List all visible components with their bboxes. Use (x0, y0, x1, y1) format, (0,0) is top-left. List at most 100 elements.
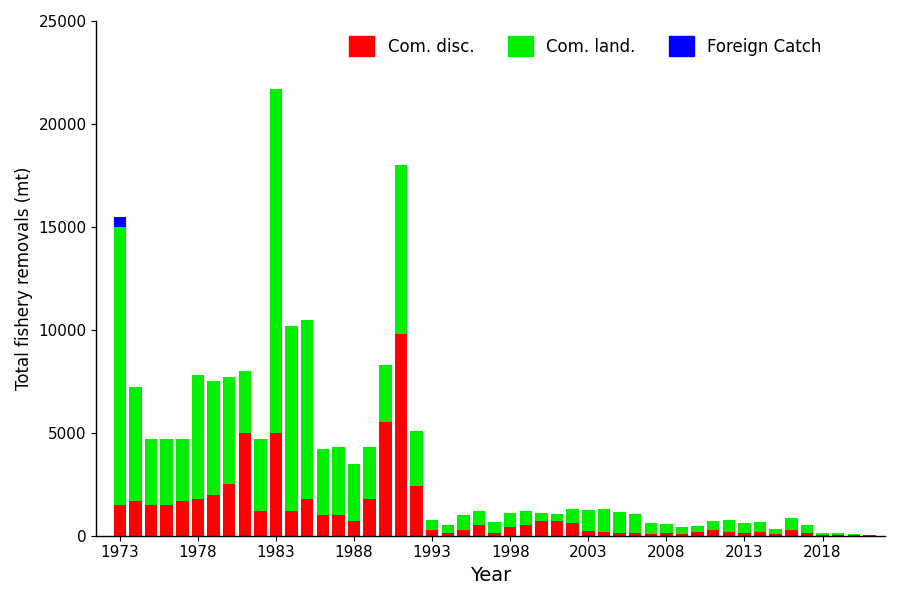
Bar (676, 534, 688, 536)
Bar (613, 512, 626, 533)
Bar (551, 514, 563, 521)
Bar (848, 535, 860, 536)
Bar (301, 499, 313, 536)
Bar (723, 532, 735, 536)
Bar (317, 449, 329, 515)
Bar (582, 510, 595, 530)
Bar (801, 533, 814, 536)
Bar (472, 511, 485, 526)
Bar (770, 534, 782, 536)
Bar (707, 521, 719, 530)
Bar (238, 433, 251, 536)
Legend: Com. disc., Com. land., Foreign Catch: Com. disc., Com. land., Foreign Catch (343, 29, 828, 63)
Bar (598, 509, 610, 532)
Bar (192, 499, 204, 536)
Bar (582, 530, 595, 536)
Bar (489, 533, 501, 536)
Bar (395, 165, 407, 334)
Bar (832, 533, 844, 535)
Bar (691, 526, 704, 532)
Bar (442, 526, 454, 533)
Bar (519, 511, 532, 526)
Bar (145, 505, 158, 536)
Bar (176, 501, 188, 536)
Bar (785, 530, 797, 536)
Bar (723, 520, 735, 532)
Bar (754, 532, 766, 536)
Bar (160, 439, 173, 505)
Bar (410, 431, 423, 487)
Bar (301, 320, 313, 499)
Bar (816, 533, 829, 535)
Bar (536, 521, 548, 536)
Bar (223, 484, 236, 536)
Bar (113, 505, 126, 536)
Bar (426, 530, 438, 536)
Bar (364, 447, 376, 499)
Bar (832, 535, 844, 536)
Bar (489, 523, 501, 533)
Bar (457, 515, 470, 530)
Bar (457, 530, 470, 536)
Bar (426, 520, 438, 530)
Bar (707, 530, 719, 536)
Bar (472, 526, 485, 536)
Bar (145, 439, 158, 505)
Bar (347, 521, 360, 536)
Bar (160, 505, 173, 536)
Bar (644, 534, 657, 536)
Bar (598, 532, 610, 536)
Y-axis label: Total fishery removals (mt): Total fishery removals (mt) (15, 167, 33, 390)
Bar (660, 533, 672, 536)
Bar (848, 534, 860, 535)
Bar (536, 513, 548, 521)
Bar (347, 464, 360, 521)
Bar (613, 533, 626, 536)
Bar (332, 447, 345, 515)
Bar (364, 499, 376, 536)
Bar (254, 511, 266, 536)
Bar (130, 501, 141, 536)
Bar (270, 433, 283, 536)
Bar (285, 326, 298, 511)
Bar (754, 523, 766, 532)
Bar (566, 509, 579, 523)
Bar (738, 523, 751, 533)
Bar (379, 365, 392, 422)
Bar (254, 439, 266, 511)
Bar (410, 487, 423, 536)
Bar (207, 494, 220, 536)
Bar (442, 533, 454, 536)
Bar (629, 514, 642, 533)
Bar (566, 523, 579, 536)
Bar (504, 513, 517, 527)
Bar (332, 515, 345, 536)
Bar (379, 422, 392, 536)
Bar (676, 527, 688, 534)
Bar (113, 227, 126, 505)
Bar (519, 526, 532, 536)
Bar (238, 371, 251, 433)
Bar (551, 521, 563, 536)
Bar (207, 382, 220, 494)
Bar (691, 532, 704, 536)
Bar (223, 377, 236, 484)
Bar (504, 527, 517, 536)
Bar (270, 89, 283, 433)
Bar (317, 515, 329, 536)
Bar (785, 518, 797, 530)
Bar (285, 511, 298, 536)
Bar (629, 533, 642, 536)
X-axis label: Year: Year (470, 566, 511, 585)
Bar (192, 375, 204, 499)
Bar (801, 526, 814, 533)
Bar (176, 439, 188, 501)
Bar (395, 334, 407, 536)
Bar (770, 529, 782, 534)
Bar (644, 523, 657, 534)
Bar (738, 533, 751, 536)
Bar (130, 388, 141, 501)
Bar (660, 524, 672, 533)
Bar (816, 535, 829, 536)
Bar (113, 217, 126, 227)
